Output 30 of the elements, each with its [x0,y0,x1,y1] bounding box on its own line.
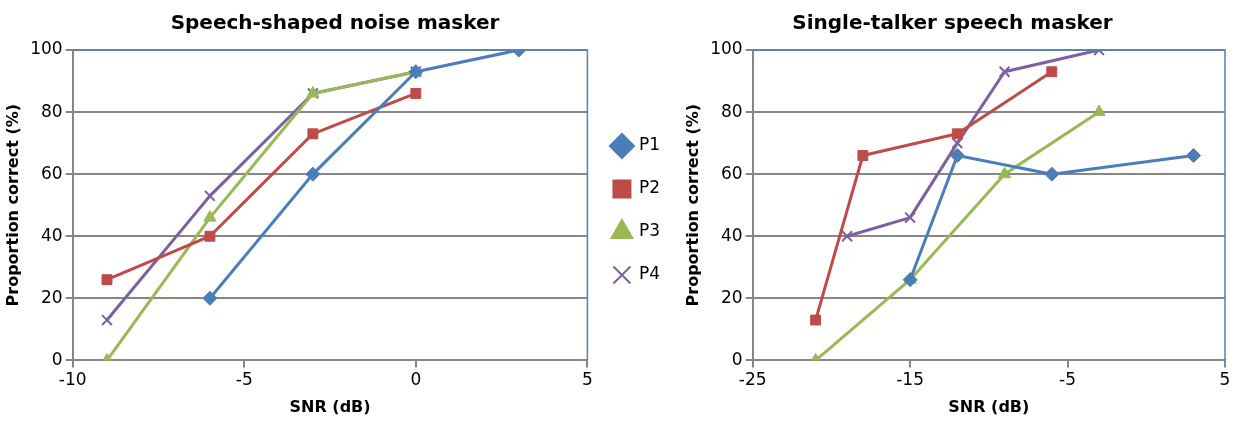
legend-label: P4 [638,263,661,284]
y-tick-label: 80 [41,100,63,121]
y-tick-label: 60 [721,162,743,183]
x-axis-title: SNR (dB) [948,396,1030,416]
y-tick-label: 100 [30,38,63,59]
x-axis-title: SNR (dB) [289,396,371,416]
x-tick-label: -15 [896,369,924,390]
y-tick-label: 0 [731,348,743,369]
x-tick-label: -25 [738,369,767,390]
x-tick-label: -5 [1059,369,1077,390]
y-axis-title: Proportion correct (%) [682,103,702,307]
chart-title: Single-talker speech masker [792,10,1113,35]
chart-title: Speech-shaped noise masker [170,10,500,35]
legend-label: P1 [638,134,661,155]
y-tick-label: 80 [721,100,743,121]
legend-label: P2 [638,177,661,198]
y-tick-label: 60 [41,162,63,183]
x-tick-label: -5 [235,369,253,390]
y-tick-label: 100 [710,38,743,59]
x-tick-label: 5 [582,369,593,390]
x-tick-label: 0 [410,369,422,390]
y-tick-label: 20 [721,286,743,307]
x-tick-label: 5 [1219,369,1231,390]
y-tick-label: 40 [721,224,743,245]
x-tick-label: -10 [58,369,87,390]
y-tick-label: 20 [41,286,63,307]
y-tick-label: 0 [51,348,63,369]
y-axis-title: Proportion correct (%) [2,103,22,307]
legend-label: P3 [638,220,661,241]
y-tick-label: 40 [41,224,63,245]
